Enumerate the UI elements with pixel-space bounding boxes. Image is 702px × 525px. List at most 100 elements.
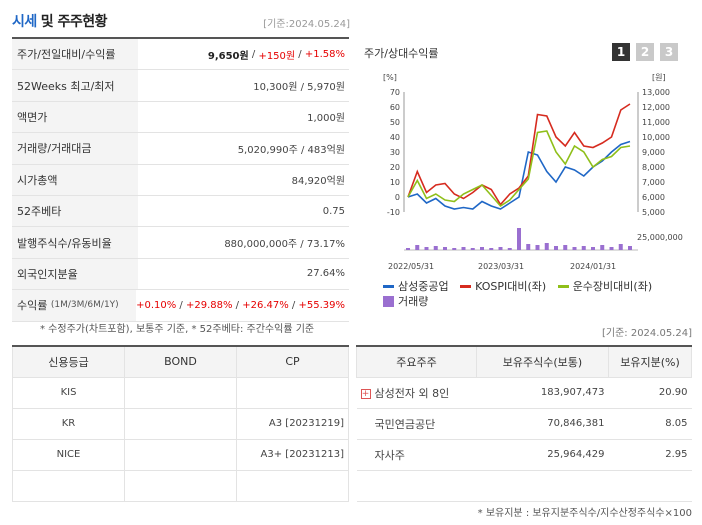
return-period: (1M/3M/6M/1Y)	[50, 300, 119, 311]
holders-header-pct: 보유지분(%)	[608, 346, 692, 378]
credit-rating-table: 신용등급 BOND CP KIS KR A3 [20231219] NICE A…	[12, 345, 349, 502]
title-rest: 및 주주현황	[40, 14, 108, 30]
cap-value: 84,920억원	[291, 176, 345, 188]
w52-row: 52Weeks 최고/최저 10,300원 / 5,970원	[12, 70, 349, 102]
face-value: 1,000원	[307, 113, 345, 125]
left-tick-label: 40	[390, 133, 400, 142]
volume-bar	[618, 244, 623, 250]
return-6m: +26.47%	[242, 299, 289, 311]
table-row: NICE A3+ [20231213]	[12, 438, 349, 471]
series-line	[407, 130, 631, 208]
credit-cp	[236, 469, 349, 502]
legend-kospi: KOSPI대비(좌)	[460, 279, 546, 294]
right-unit: [원]	[652, 73, 666, 82]
holder-name-cell: + 삼성전자 외 8인	[356, 377, 477, 409]
volume-tick: 25,000,000	[637, 233, 683, 242]
chart-tabs: 1 2 3	[612, 43, 678, 61]
table-row: 자사주 25,964,429 2.95	[356, 439, 692, 471]
volume-bar	[572, 247, 577, 250]
return-3m: +29.88%	[185, 299, 233, 311]
left-tick-label: 20	[390, 163, 400, 172]
volume-bar	[609, 247, 614, 250]
chart-title: 주가/상대수익률	[364, 47, 439, 60]
left-tick-label: 70	[390, 88, 400, 97]
holder-name: 국민연금공단	[356, 408, 477, 440]
title-accent: 시세	[12, 14, 37, 30]
holder-shares: 25,964,429	[476, 439, 609, 471]
chart-tab-1[interactable]: 1	[612, 43, 630, 61]
right-tick-label: 12,000	[642, 103, 670, 112]
legend-label: KOSPI대비(좌)	[475, 280, 547, 293]
price-row: 주가/전일대비/수익률 9,650원 / +150원 / +1.58%	[12, 39, 349, 71]
credit-header-bond: BOND	[124, 346, 237, 378]
credit-header-agency: 신용등급	[12, 346, 125, 378]
holders-header-name: 주요주주	[356, 346, 477, 378]
legend-sector: 운수장비대비(좌)	[557, 279, 652, 294]
table-row: KIS	[12, 376, 349, 409]
w52-label: 52Weeks 최고/최저	[12, 70, 138, 101]
right-tick-label: 10,000	[642, 133, 670, 142]
left-tick-label: 60	[390, 103, 400, 112]
volume-value: 5,020,990주 / 483억원	[237, 144, 345, 156]
x-tick-3: 2024/01/31	[570, 262, 616, 271]
holders-header-shares: 보유주식수(보통)	[476, 346, 609, 378]
price-chart: [%] [원] 70 13,000 60 12,000 50 11,000 40 10,000…	[383, 73, 683, 271]
right-tick-label: 6,000	[642, 193, 665, 202]
return-label: 수익률 (1M/3M/6M/1Y)	[12, 290, 137, 321]
holder-shares: 70,846,381	[476, 408, 609, 440]
shares-label: 발행주식수/유동비율	[12, 227, 138, 258]
return-row: 수익률 (1M/3M/6M/1Y) +0.10% / +29.88% / +26…	[12, 290, 349, 322]
credit-cp: A3 [20231219]	[236, 407, 349, 440]
beta-label: 52주베타	[12, 195, 138, 227]
base-date-2: [기준: 2024.05.24]	[601, 328, 692, 339]
volume-bar	[507, 248, 512, 250]
right-tick-label: 11,000	[642, 118, 670, 127]
chart-tab-2[interactable]: 2	[636, 43, 654, 61]
credit-header-cp: CP	[236, 346, 349, 378]
volume-bar	[526, 244, 531, 250]
table-row	[12, 469, 349, 502]
credit-agency: KR	[12, 407, 125, 440]
volume-bar	[452, 248, 457, 250]
foreign-row: 외국인지분율 27.64%	[12, 258, 349, 291]
right-tick-label: 7,000	[642, 178, 665, 187]
credit-agency: KIS	[12, 376, 125, 409]
cap-label: 시가총액	[12, 164, 138, 195]
left-unit: [%]	[383, 73, 397, 82]
shareholders-table: 주요주주 보유주식수(보통) 보유지분(%) + 삼성전자 외 8인 183,90…	[356, 345, 692, 502]
face-row: 액면가 1,000원	[12, 101, 349, 134]
legend-swatch	[383, 285, 394, 288]
holder-pct: 20.90	[608, 377, 692, 409]
volume-bar	[498, 247, 503, 250]
credit-agency	[12, 469, 125, 502]
w52-value: 10,300원 / 5,970원	[253, 82, 345, 94]
legend-label: 거래량	[398, 295, 429, 308]
holder-name: 자사주	[356, 439, 477, 471]
left-tick-label: 50	[390, 118, 400, 127]
legend-swatch	[460, 285, 472, 288]
table-row: 국민연금공단 70,846,381 8.05	[356, 408, 692, 440]
volume-bar	[563, 245, 568, 250]
volume-bar	[600, 245, 605, 250]
volume-bar	[433, 246, 438, 250]
credit-bond	[124, 376, 237, 409]
price-value: 9,650원 / +150원 / +1.58%	[207, 48, 345, 62]
holder-pct: 2.95	[608, 439, 692, 471]
cap-row: 시가총액 84,920억원	[12, 164, 349, 196]
expand-plus-icon[interactable]: +	[360, 388, 371, 399]
info-note: * 수정주가(차트포함), 보통주 기준, * 52주베타: 주간수익률 기준	[40, 324, 315, 335]
volume-bar	[424, 247, 429, 250]
volume-bar	[470, 248, 475, 250]
left-tick-label: 10	[390, 178, 400, 187]
legend-samsung: 삼성중공업	[383, 279, 449, 294]
x-tick-2: 2023/03/31	[478, 262, 524, 271]
legend-swatch	[557, 285, 569, 288]
credit-bond	[124, 407, 237, 440]
series-line	[407, 103, 631, 206]
holder-name: 삼성전자 외 8인	[374, 386, 450, 400]
volume-row: 거래량/거래대금 5,020,990주 / 483억원	[12, 133, 349, 165]
volume-bar	[544, 243, 549, 250]
chart-tab-3[interactable]: 3	[660, 43, 678, 61]
section-title: 시세 및 주주현황	[12, 11, 108, 31]
table-row	[356, 470, 692, 502]
